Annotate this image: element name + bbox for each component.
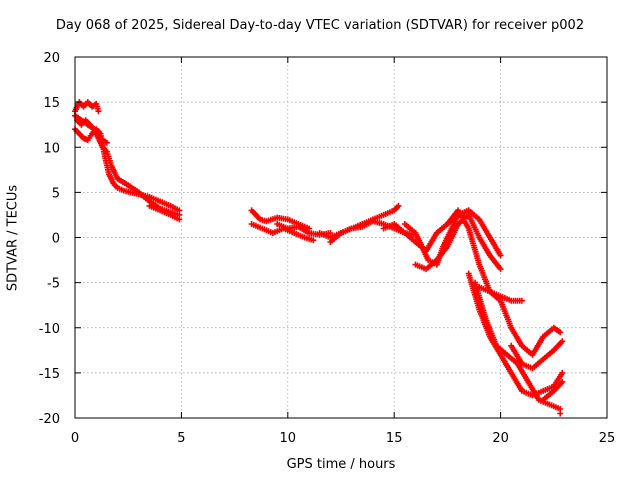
y-tick-label: -15	[39, 367, 60, 382]
x-tick-label: 15	[386, 431, 403, 446]
x-tick-label: 10	[280, 431, 297, 446]
data-point	[518, 297, 525, 304]
y-tick-label: -5	[47, 277, 60, 292]
data-point	[559, 338, 566, 345]
y-tick-label: 15	[43, 96, 60, 111]
x-tick-label: 25	[599, 431, 616, 446]
x-tick-label: 0	[71, 431, 79, 446]
data-point	[557, 329, 564, 336]
data-point	[395, 202, 402, 209]
y-axis-label: SDTVAR / TECUs	[5, 184, 21, 292]
y-tick-label: 0	[52, 232, 60, 247]
data-point	[497, 266, 504, 273]
grid	[75, 57, 607, 418]
x-tick-label: 20	[492, 431, 509, 446]
y-tick-label: 5	[52, 186, 60, 201]
x-axis-ticks: 0 5 10 15 20 25	[71, 57, 615, 446]
data-point	[497, 252, 504, 259]
data-point	[559, 378, 566, 385]
y-tick-label: 10	[43, 141, 60, 156]
data-point	[176, 216, 183, 223]
y-tick-label: -10	[39, 322, 60, 337]
y-axis-ticks: -20 -15 -10 -5 0 5 10 15 20	[39, 51, 607, 427]
chart-title: Day 068 of 2025, Sidereal Day-to-day VTE…	[55, 18, 585, 33]
y-tick-label: -20	[39, 412, 60, 427]
x-tick-label: 5	[177, 431, 185, 446]
data-point	[310, 237, 317, 244]
data-point	[95, 108, 102, 115]
data-points	[72, 99, 566, 417]
y-tick-label: 20	[43, 51, 60, 66]
data-point	[559, 369, 566, 376]
x-axis-label: GPS time / hours	[286, 457, 396, 472]
data-point	[103, 139, 110, 146]
data-point	[557, 410, 564, 417]
